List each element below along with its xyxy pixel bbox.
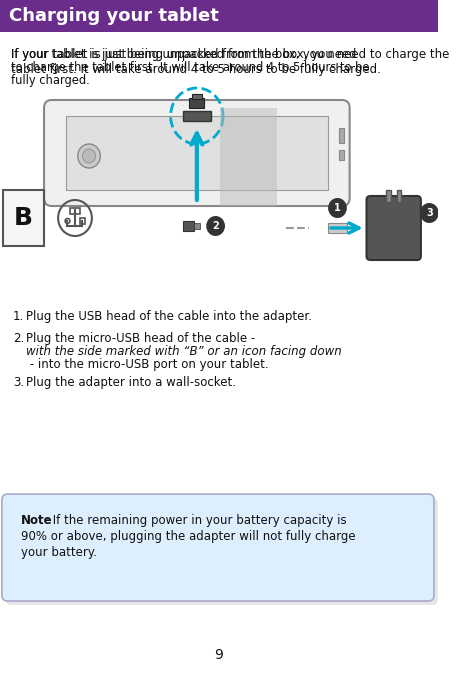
FancyBboxPatch shape: [183, 221, 194, 231]
Circle shape: [78, 144, 100, 168]
Polygon shape: [220, 108, 276, 206]
Text: 3.: 3.: [13, 376, 24, 389]
Text: Plug the adapter into a wall-socket.: Plug the adapter into a wall-socket.: [26, 376, 236, 389]
FancyBboxPatch shape: [66, 116, 328, 190]
Text: If your tablet is just being unpacked from the box, you need to charge the table: If your tablet is just being unpacked fr…: [11, 48, 450, 76]
FancyBboxPatch shape: [183, 111, 211, 121]
Text: Plug the micro-USB head of the cable -: Plug the micro-USB head of the cable -: [26, 332, 259, 345]
FancyBboxPatch shape: [396, 190, 401, 202]
Text: 90% or above, plugging the adapter will not fully charge: 90% or above, plugging the adapter will …: [21, 530, 355, 543]
Text: to charge the tablet first. It will take around 4 to 5 hours to be: to charge the tablet first. It will take…: [11, 61, 370, 74]
Circle shape: [83, 149, 96, 163]
Text: fully charged.: fully charged.: [11, 74, 90, 87]
Circle shape: [328, 198, 347, 218]
Text: 1: 1: [334, 203, 341, 213]
FancyBboxPatch shape: [44, 100, 350, 206]
Text: 9: 9: [214, 648, 223, 662]
Text: 2: 2: [212, 221, 219, 231]
Text: : If the remaining power in your battery capacity is: : If the remaining power in your battery…: [45, 514, 347, 527]
FancyBboxPatch shape: [3, 190, 44, 246]
FancyBboxPatch shape: [189, 98, 205, 108]
Text: your battery.: your battery.: [21, 546, 97, 559]
FancyBboxPatch shape: [0, 0, 438, 32]
Circle shape: [420, 203, 439, 223]
FancyBboxPatch shape: [194, 223, 200, 229]
FancyBboxPatch shape: [340, 128, 344, 143]
FancyBboxPatch shape: [386, 190, 391, 202]
FancyBboxPatch shape: [367, 196, 421, 260]
Text: Note: Note: [21, 514, 52, 527]
Text: with the side marked with “B” or an icon facing down: with the side marked with “B” or an icon…: [26, 345, 342, 358]
Text: 3: 3: [426, 208, 433, 218]
Text: 1.: 1.: [13, 310, 24, 323]
Text: - into the micro-USB port on your tablet.: - into the micro-USB port on your tablet…: [26, 358, 269, 371]
Text: Plug the USB head of the cable into the adapter.: Plug the USB head of the cable into the …: [26, 310, 312, 323]
FancyBboxPatch shape: [192, 94, 202, 99]
FancyBboxPatch shape: [340, 150, 344, 160]
FancyBboxPatch shape: [2, 494, 434, 601]
Text: If your tablet is just being unpacked from the box, you need: If your tablet is just being unpacked fr…: [11, 48, 356, 61]
Text: Charging your tablet: Charging your tablet: [9, 7, 219, 25]
FancyBboxPatch shape: [328, 223, 347, 233]
Text: 2.: 2.: [13, 332, 24, 345]
Circle shape: [206, 216, 225, 236]
FancyBboxPatch shape: [6, 498, 438, 605]
Text: B: B: [14, 206, 33, 230]
